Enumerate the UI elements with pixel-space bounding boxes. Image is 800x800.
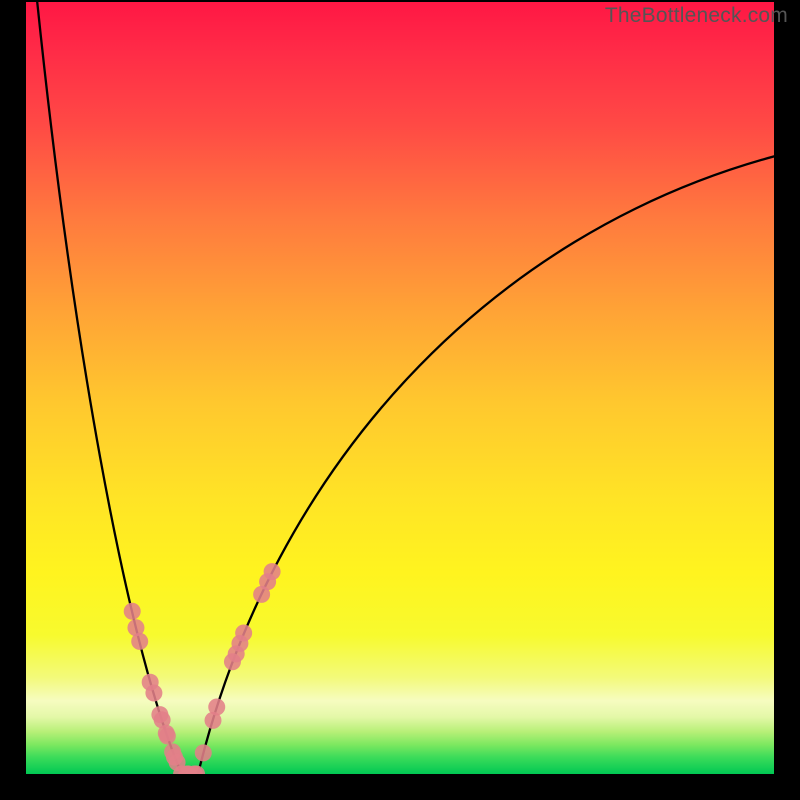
data-marker (264, 563, 281, 580)
data-marker (208, 698, 225, 715)
figure-root: TheBottleneck.com (0, 0, 800, 800)
data-marker (195, 744, 212, 761)
data-marker (235, 624, 252, 641)
data-marker (124, 603, 141, 620)
data-marker (159, 727, 176, 744)
watermark-text: TheBottleneck.com (605, 4, 788, 28)
plot-area (26, 2, 774, 774)
data-marker (145, 685, 162, 702)
data-markers (26, 2, 774, 774)
data-marker (131, 633, 148, 650)
